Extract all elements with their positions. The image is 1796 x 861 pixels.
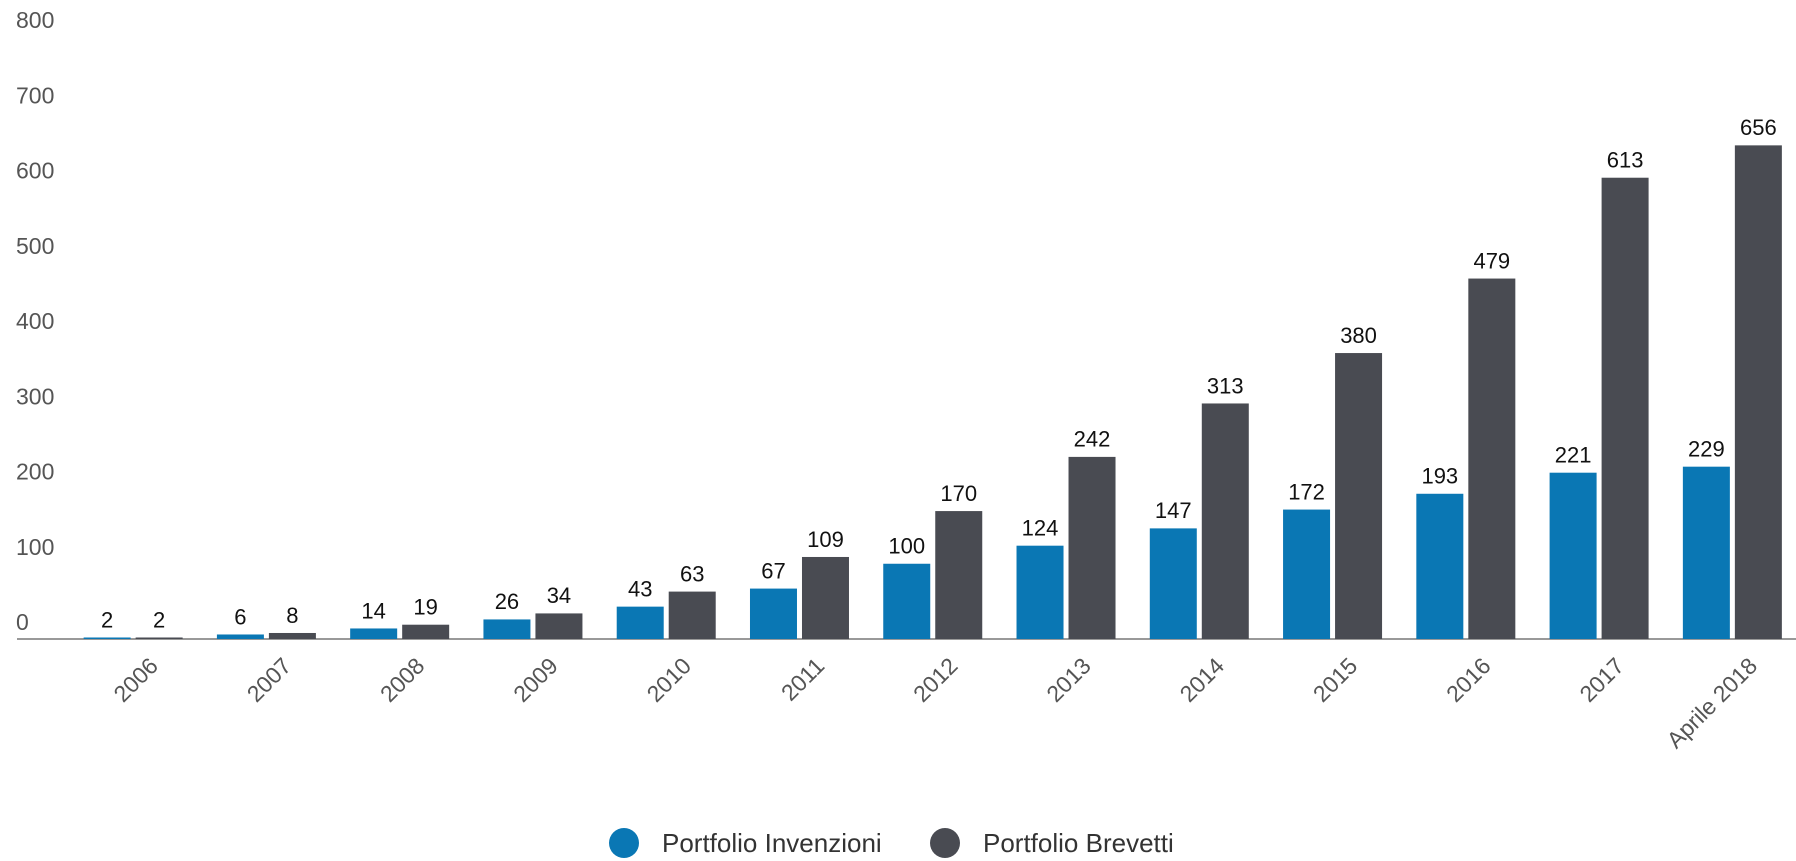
y-tick-label: 100 xyxy=(16,534,54,560)
bar xyxy=(1601,177,1649,639)
data-label: 170 xyxy=(940,481,977,506)
y-tick-label: 700 xyxy=(16,82,54,108)
bar xyxy=(801,556,849,639)
y-tick-label: 800 xyxy=(16,7,54,33)
data-label: 109 xyxy=(807,527,844,552)
data-label: 19 xyxy=(413,595,437,620)
x-tick-label: 2014 xyxy=(1175,652,1230,707)
bar xyxy=(616,606,664,639)
data-label: 380 xyxy=(1340,323,1377,348)
y-tick-label: 500 xyxy=(16,233,54,259)
legend-label: Portfolio Brevetti xyxy=(983,828,1174,858)
bar xyxy=(749,588,797,639)
bar xyxy=(216,634,264,639)
data-label: 656 xyxy=(1740,115,1777,140)
x-tick-label: 2009 xyxy=(508,652,563,707)
y-tick-label: 600 xyxy=(16,158,54,184)
data-label: 193 xyxy=(1421,464,1458,489)
data-label: 26 xyxy=(495,589,519,614)
y-tick-label: 0 xyxy=(16,609,29,635)
data-label: 34 xyxy=(547,583,571,608)
x-tick-label: 2006 xyxy=(108,652,163,707)
bar xyxy=(483,619,531,639)
legend-label: Portfolio Invenzioni xyxy=(662,828,882,858)
bar xyxy=(1335,353,1383,639)
data-label: 6 xyxy=(234,604,246,629)
bar xyxy=(1549,472,1597,639)
data-label: 67 xyxy=(761,558,785,583)
x-tick-label: 2008 xyxy=(375,652,430,707)
data-label: 124 xyxy=(1022,516,1059,541)
data-label: 2 xyxy=(153,607,165,632)
bar xyxy=(1416,493,1464,639)
x-tick-label: 2012 xyxy=(908,652,963,707)
x-tick-label: Aprile 2018 xyxy=(1662,652,1763,753)
data-label: 172 xyxy=(1288,479,1325,504)
data-label: 229 xyxy=(1688,436,1725,461)
x-tick-label: 2017 xyxy=(1574,652,1629,707)
bar xyxy=(1468,278,1516,639)
bar xyxy=(1201,403,1249,639)
bar xyxy=(935,511,983,639)
bar xyxy=(83,637,131,639)
data-label: 147 xyxy=(1155,498,1192,523)
bar xyxy=(1016,545,1064,639)
bar xyxy=(1682,466,1730,639)
x-tick-label: 2015 xyxy=(1308,652,1363,707)
legend-marker xyxy=(930,828,960,858)
bar xyxy=(402,624,450,639)
y-tick-label: 200 xyxy=(16,459,54,485)
legend-marker xyxy=(609,828,639,858)
x-tick-label: 2007 xyxy=(242,652,297,707)
data-label: 100 xyxy=(888,534,925,559)
data-label: 242 xyxy=(1074,427,1111,452)
bar xyxy=(883,563,931,639)
bar xyxy=(1734,145,1782,640)
data-label: 43 xyxy=(628,576,652,601)
data-label: 2 xyxy=(101,607,113,632)
bar xyxy=(135,637,183,639)
data-label: 14 xyxy=(361,598,385,623)
x-tick-label: 2011 xyxy=(776,652,829,705)
bar xyxy=(535,613,583,639)
data-label: 613 xyxy=(1607,148,1644,173)
x-tick-label: 2016 xyxy=(1441,652,1496,707)
x-tick-label: 2010 xyxy=(641,652,696,707)
data-label: 221 xyxy=(1555,443,1592,468)
y-tick-label: 400 xyxy=(16,308,54,334)
bar xyxy=(1068,456,1116,639)
bar xyxy=(268,632,316,639)
data-label: 8 xyxy=(286,603,298,628)
data-label: 479 xyxy=(1473,248,1510,273)
x-tick-label: 2013 xyxy=(1041,652,1096,707)
bar xyxy=(1149,528,1197,639)
bar xyxy=(1283,509,1331,639)
bar xyxy=(350,628,398,639)
data-label: 63 xyxy=(680,561,704,586)
bar xyxy=(668,591,716,639)
y-tick-label: 300 xyxy=(16,383,54,409)
data-label: 313 xyxy=(1207,373,1244,398)
